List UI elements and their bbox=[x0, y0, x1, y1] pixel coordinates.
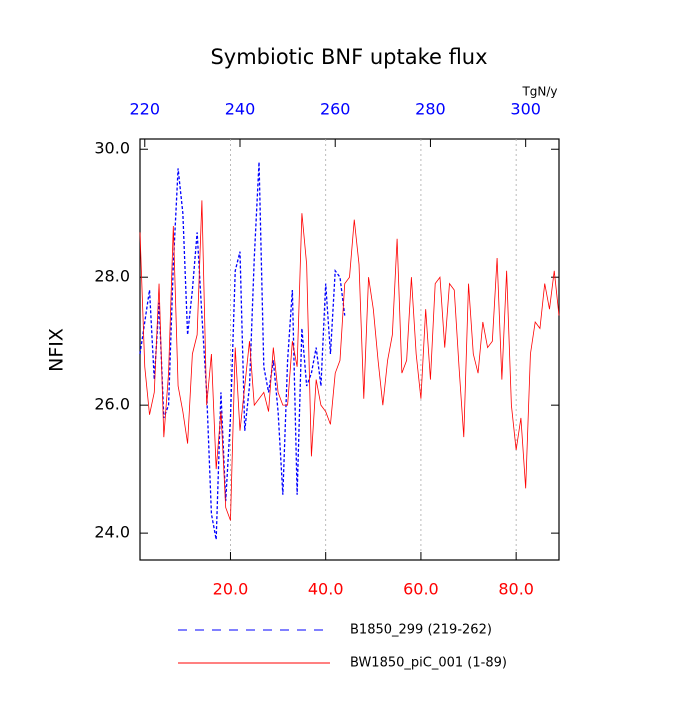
x-tick-label: 60.0 bbox=[403, 580, 439, 599]
legend-label: BW1850_piC_001 (1-89) bbox=[350, 656, 507, 671]
y-tick-label: 26.0 bbox=[94, 395, 130, 414]
y-tick-label: 30.0 bbox=[94, 139, 130, 158]
y-axis-label: NFIX bbox=[46, 328, 68, 372]
x2-tick-label: 220 bbox=[129, 100, 160, 119]
x2-tick-label: 240 bbox=[225, 100, 256, 119]
y-tick-label: 24.0 bbox=[94, 523, 130, 542]
x-tick-label: 40.0 bbox=[308, 580, 344, 599]
chart-title: Symbiotic BNF uptake flux bbox=[210, 45, 487, 69]
y-tick-label: 28.0 bbox=[94, 267, 130, 286]
plot-frame bbox=[139, 138, 560, 561]
x-tick-label: 20.0 bbox=[213, 580, 249, 599]
x-tick-label: 80.0 bbox=[498, 580, 534, 599]
legend-label: B1850_299 (219-262) bbox=[350, 623, 492, 638]
x2-tick-label: 280 bbox=[415, 100, 446, 119]
series-line bbox=[139, 161, 346, 540]
x2-axis-label: TgN/y bbox=[521, 85, 557, 99]
series-line bbox=[139, 200, 560, 521]
x2-tick-label: 300 bbox=[510, 100, 541, 119]
x2-tick-label: 260 bbox=[320, 100, 351, 119]
